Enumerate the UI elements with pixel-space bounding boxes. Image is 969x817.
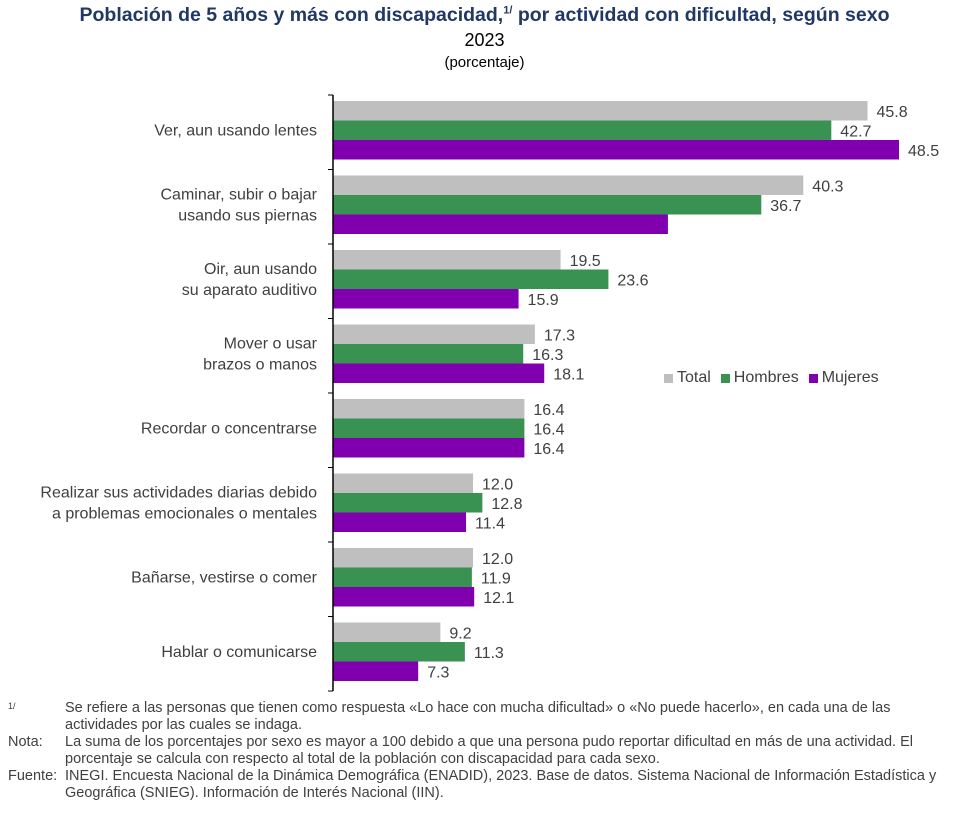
legend-label-hombres: Hombres (733, 369, 799, 386)
bar-total (333, 250, 561, 270)
legend-item-hombres: Hombres (720, 369, 799, 387)
footnote-nota-key: Nota: (8, 734, 43, 750)
bar-mujeres (333, 289, 519, 309)
bar-total (333, 622, 441, 642)
chart-legend: Total Hombres Mujeres (664, 369, 879, 387)
category-label: Recordar o concentrarse (141, 420, 317, 437)
footnote-fuente: Fuente: INEGI. Encuesta Nacional de la D… (8, 768, 958, 802)
category-label: Mover o usar brazos o manos (203, 335, 318, 373)
data-label: 16.4 (533, 441, 564, 458)
chart-title-main: Población de 5 años y más con discapacid… (79, 4, 504, 26)
category-label: Realizar sus actividades diarias debido a… (40, 484, 317, 522)
footnote-fuente-key: Fuente: (8, 768, 58, 784)
data-label: 16.4 (533, 421, 564, 438)
bar-total (333, 399, 525, 419)
bar-mujeres (333, 512, 467, 532)
data-label: 9.2 (449, 625, 471, 642)
legend-swatch-total (664, 373, 673, 383)
data-label: 19.5 (570, 253, 601, 270)
bar-hombres (333, 344, 524, 364)
data-label: 17.3 (544, 327, 575, 344)
footnote-1-key: 1/ (8, 701, 16, 711)
category-label: Bañarse, vestirse o comer (131, 569, 318, 586)
footnote-nota-text: La suma de los porcentajes por sexo es m… (65, 734, 913, 767)
category-label: Ver, aun usando lentes (154, 122, 317, 139)
category-label: Caminar, subir o bajar usando sus piernas (160, 186, 317, 224)
bar-total (333, 175, 804, 195)
data-label: 45.8 (876, 104, 907, 121)
bar-total (333, 548, 474, 568)
data-label: 12.0 (482, 476, 513, 493)
data-label: 36.7 (770, 198, 801, 215)
title-footnote-mark: 1/ (503, 4, 513, 17)
data-label: 12.0 (482, 551, 513, 568)
footnote-1: 1/ Se refiere a las personas que tienen … (8, 700, 958, 734)
data-label: 42.7 (840, 123, 871, 140)
bar-hombres (333, 418, 525, 438)
bar-mujeres (333, 140, 899, 160)
footnotes: 1/ Se refiere a las personas que tienen … (8, 700, 958, 802)
data-label: 40.3 (812, 178, 843, 195)
bar-hombres (333, 269, 609, 289)
bar-mujeres (333, 438, 525, 458)
bar-total (333, 473, 474, 493)
data-label: 11.9 (481, 570, 511, 587)
bar-hombres (333, 567, 472, 587)
category-label: Oir, aun usando su aparato auditivo (182, 261, 317, 299)
chart-year: 2023 (464, 30, 505, 50)
data-label: 12.1 (483, 590, 514, 607)
bar-hombres (333, 493, 483, 513)
data-label: 18.1 (553, 366, 584, 383)
bar-total (333, 324, 535, 344)
data-label: 48.5 (908, 143, 939, 160)
chart-title-rest: por actividad con dificultad, según sexo (512, 4, 890, 26)
bar-chart: Ver, aun usando lentes 45.8 42.7 48.5 Camina… (40, 94, 939, 692)
data-label: 12.8 (491, 496, 522, 513)
data-label: 11.3 (474, 645, 504, 662)
bar-mujeres (333, 214, 668, 234)
data-label: 16.3 (532, 347, 563, 364)
data-label: 23.6 (617, 272, 648, 289)
bar-mujeres (333, 661, 419, 681)
footnote-1-text: Se refiere a las personas que tienen com… (65, 700, 891, 733)
footnote-fuente-text: INEGI. Encuesta Nacional de la Dinámica … (65, 768, 937, 801)
bar-mujeres (333, 587, 475, 607)
bar-hombres (333, 642, 465, 662)
legend-label-total: Total (677, 369, 711, 386)
bar-mujeres (333, 363, 545, 383)
chart-unit: (porcentaje) (444, 54, 525, 71)
legend-swatch-mujeres (808, 373, 818, 383)
data-label: 16.4 (533, 402, 564, 419)
data-label: 15.9 (528, 292, 559, 309)
data-label: 11.4 (475, 515, 505, 532)
category-label: Hablar o comunicarse (161, 644, 317, 661)
bar-total (333, 101, 868, 121)
data-label: 7.3 (427, 664, 449, 681)
legend-label-mujeres: Mujeres (821, 369, 879, 386)
bar-hombres (333, 120, 832, 140)
footnote-nota: Nota: La suma de los porcentajes por sex… (8, 734, 958, 768)
chart-title: Población de 5 años y más con discapacid… (0, 4, 969, 27)
legend-item-mujeres: Mujeres (808, 369, 879, 387)
legend-item-total: Total (664, 369, 711, 387)
bar-hombres (333, 195, 762, 215)
legend-swatch-hombres (720, 373, 730, 383)
